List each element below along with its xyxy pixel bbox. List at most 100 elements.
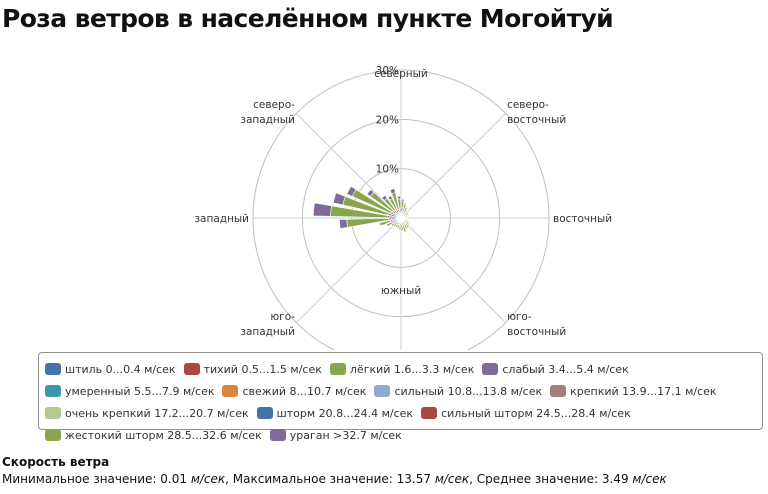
wind-bar-segment[interactable]	[366, 188, 375, 197]
legend-swatch	[45, 407, 61, 419]
legend-swatch	[269, 429, 286, 441]
direction-label: северо-восточный	[507, 99, 566, 126]
legend-item[interactable]: шторм 20.8...24.4 м/сек	[256, 405, 414, 423]
legend-item[interactable]: умеренный 5.5...7.9 м/сек	[45, 383, 214, 401]
legend-item[interactable]: очень крепкий 17.2...20.7 м/сек	[45, 405, 249, 423]
wind-bars	[312, 185, 411, 233]
radial-tick-labels: 10% 20% 30%	[376, 65, 399, 176]
grid-spoke	[400, 217, 507, 324]
legend-item[interactable]: сильный шторм 24.5...28.4 м/сек	[421, 405, 631, 423]
wind-bar-segment[interactable]	[339, 218, 348, 229]
legend-swatch	[45, 363, 61, 375]
legend-label: сильный шторм 24.5...28.4 м/сек	[441, 407, 631, 420]
polar-grid	[252, 69, 550, 350]
legend-swatch	[222, 385, 239, 397]
direction-label: западный	[194, 213, 249, 225]
wind-bar-segment[interactable]	[389, 188, 396, 195]
wind-bar-segment[interactable]	[392, 225, 396, 228]
wind-bar-segment[interactable]	[406, 209, 409, 212]
legend-swatch	[550, 385, 567, 397]
wind-bar-segment[interactable]	[398, 229, 402, 232]
stats-min-label: Минимальное значение:	[2, 472, 157, 486]
stats-min-value: 0.01	[160, 472, 187, 486]
stats-line: Минимальное значение: 0.01 м/сек, Максим…	[2, 472, 667, 486]
wind-bar-segment[interactable]	[346, 185, 357, 197]
legend-label: умеренный 5.5...7.9 м/сек	[65, 385, 215, 398]
wind-bar-segment[interactable]	[406, 217, 408, 220]
wind-bar-segment[interactable]	[407, 219, 409, 222]
wind-bar-segment[interactable]	[408, 223, 411, 226]
stats-avg-label: Среднее значение:	[476, 472, 599, 486]
legend-swatch	[183, 363, 200, 375]
stats-avg-unit: м/сек	[632, 472, 667, 486]
wind-bar-segment[interactable]	[407, 212, 410, 216]
wind-bar-segment[interactable]	[399, 208, 402, 213]
wind-bar-segment[interactable]	[401, 198, 405, 202]
stats-max-value: 13.57	[396, 472, 431, 486]
direction-label: северный	[374, 68, 428, 80]
legend-label: крепкий 13.9...17.1 м/сек	[570, 385, 717, 398]
stats-max-unit: м/сек	[434, 472, 470, 486]
legend-item[interactable]: лёгкий 1.6...3.3 м/сек	[329, 361, 475, 379]
legend-swatch	[45, 385, 61, 397]
legend-item[interactable]: слабый 3.4...5.4 м/сек	[482, 361, 629, 379]
wind-bar-segment[interactable]	[378, 222, 382, 227]
legend-item[interactable]: крепкий 13.9...17.1 м/сек	[550, 383, 717, 401]
stats-title: Скорость ветра	[2, 455, 110, 469]
radial-tick-label: 20%	[376, 114, 399, 126]
wind-bar-segment[interactable]	[394, 226, 398, 229]
legend-swatch	[329, 363, 346, 375]
stats-max-label: Максимальное значение:	[232, 472, 393, 486]
legend-item[interactable]: штиль 0...0.4 м/сек	[45, 361, 176, 379]
wind-bar-segment[interactable]	[403, 230, 407, 233]
wind-bar-segment[interactable]	[403, 202, 407, 206]
legend-label: очень крепкий 17.2...20.7 м/сек	[65, 407, 249, 420]
legend-label: лёгкий 1.6...3.3 м/сек	[349, 363, 475, 376]
legend-label: свежий 8...10.7 м/сек	[242, 385, 367, 398]
legend-swatch	[421, 407, 438, 419]
wind-bar-segment[interactable]	[405, 206, 409, 209]
radial-tick-label: 10%	[376, 164, 399, 176]
direction-label: юго-восточный	[507, 311, 566, 338]
direction-label: северо-западный	[240, 99, 295, 126]
wind-bar-segment[interactable]	[406, 216, 409, 219]
wind-bar-segment[interactable]	[407, 226, 410, 229]
direction-label: южный	[381, 285, 421, 297]
legend-item[interactable]: свежий 8...10.7 м/сек	[222, 383, 366, 401]
wind-bar-segment[interactable]	[407, 220, 410, 224]
wind-bar-segment[interactable]	[407, 211, 410, 214]
wind-bar-segment[interactable]	[385, 223, 389, 228]
wind-bar-segment[interactable]	[390, 224, 393, 228]
wind-bar-segment[interactable]	[312, 202, 332, 217]
wind-bar-segment[interactable]	[381, 194, 388, 201]
direction-label: юго-западный	[240, 311, 295, 338]
wind-bar-segment[interactable]	[396, 227, 399, 230]
radial-tick-label: 30%	[376, 65, 399, 77]
wind-bar-segment[interactable]	[407, 214, 409, 217]
legend-item[interactable]: сильный 10.8...13.8 м/сек	[374, 383, 542, 401]
legend-swatch	[374, 385, 391, 397]
page-title: Роза ветров в населённом пункте Могойтуй	[2, 4, 614, 33]
stats-avg-value: 3.49	[601, 472, 629, 486]
legend-label: сильный 10.8...13.8 м/сек	[394, 385, 543, 398]
wind-rose-chart: северный северо-восточный восточный юго-вос…	[194, 65, 612, 350]
legend-label: шторм 20.8...24.4 м/сек	[276, 407, 414, 420]
wind-bar-segment[interactable]	[405, 227, 409, 231]
wind-bar-segment[interactable]	[387, 195, 393, 201]
legend-item[interactable]: жестокий шторм 28.5...32.6 м/сек	[45, 427, 262, 445]
legend-swatch	[482, 363, 499, 375]
chart-legend: штиль 0...0.4 м/сек тихий 0.5...1.5 м/сек…	[38, 352, 763, 442]
grid-spoke	[400, 112, 507, 219]
grid-spoke	[295, 112, 402, 219]
legend-item[interactable]: тихий 0.5...1.5 м/сек	[183, 361, 322, 379]
legend-swatch	[45, 429, 61, 441]
legend-label: тихий 0.5...1.5 м/сек	[203, 363, 322, 376]
legend-label: жестокий шторм 28.5...32.6 м/сек	[65, 429, 262, 442]
legend-label: ураган >32.7 м/сек	[289, 429, 402, 442]
wind-bar-segment[interactable]	[396, 195, 401, 200]
legend-item[interactable]: ураган >32.7 м/сек	[269, 427, 402, 445]
wind-bar-segment[interactable]	[332, 192, 346, 206]
wind-bar-segment[interactable]	[400, 230, 404, 232]
direction-labels: северный северо-восточный восточный юго-вос…	[194, 68, 612, 338]
legend-swatch	[256, 407, 273, 419]
